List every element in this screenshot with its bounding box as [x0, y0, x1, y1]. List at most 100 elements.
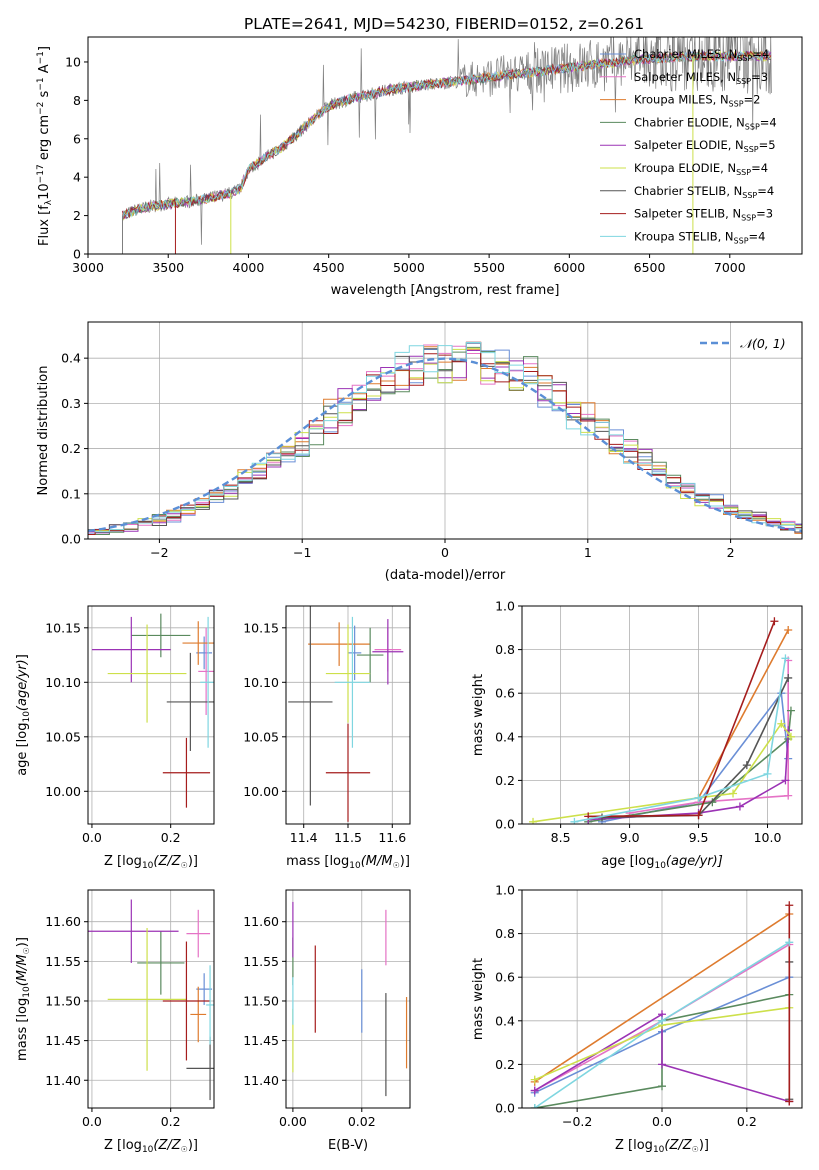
y-tick-label: 6 — [73, 131, 81, 146]
marker-kroupa-elodie — [530, 1075, 539, 1084]
y-tick-label: 11.45 — [243, 1033, 279, 1048]
histogram-kroupa-elodie — [88, 347, 802, 535]
error-bars — [88, 899, 214, 1101]
spectrum-panel: 3000 3500 4000 4500 5000 5500 6000 6500 7000 0 2 4 6… — [36, 36, 803, 298]
model-kroupa-stelib — [122, 50, 772, 221]
marker-salpeter-stelib — [785, 1097, 794, 1106]
axes-frame — [87, 36, 803, 255]
line-kroupa-miles — [697, 629, 789, 799]
x-axis-label: wavelength [Angstrom, rest frame] — [331, 283, 560, 298]
error-bars — [288, 606, 404, 822]
y-tick-label: 0.2 — [495, 1057, 515, 1072]
x-tick-label: 6500 — [634, 260, 666, 275]
y-tick-label: 1.0 — [495, 599, 515, 614]
legend-entry-salpeter-stelib: Salpeter STELIB, NSSP=3 — [634, 207, 773, 223]
x-tick-label: 0.02 — [348, 1114, 376, 1129]
marker-salpeter-elodie — [658, 1060, 666, 1069]
marker-kroupa-elodie — [729, 789, 738, 798]
marker-kroupa-elodie — [529, 817, 538, 824]
x-tick-label: 6000 — [553, 260, 585, 275]
marker-chabrier-stelib — [742, 761, 751, 770]
marker-salpeter-stelib — [785, 901, 794, 910]
y-tick-label: 0.0 — [61, 532, 81, 547]
x-axis-label: Z [log10(Z/Z☉)] — [615, 1138, 709, 1155]
x-tick-label: 5500 — [473, 260, 505, 275]
legend-entry-kroupa-miles: Kroupa MILES, NSSP=2 — [634, 93, 760, 109]
marker-salpeter-elodie — [735, 802, 744, 811]
legend: Chabrier MILES, NSSP=4 Salpeter MILES, NS… — [600, 47, 777, 245]
y-axis-label: age [log10(age/yr)] — [15, 654, 32, 776]
legend-entry-salpeter-miles: Salpeter MILES, NSSP=3 — [634, 70, 768, 86]
axes-frame — [87, 605, 215, 825]
mass-vs-Z-panel: 0.0 0.2 11.40 11.45 11.50 11.55 11.60 Z [log10(… — [15, 889, 215, 1155]
histogram-kroupa-stelib — [88, 342, 802, 533]
normal-curve — [88, 357, 802, 533]
marker-chabrier-elodie — [708, 798, 717, 807]
axes-frame — [521, 889, 803, 1109]
lines — [529, 617, 795, 824]
x-tick-label: 4000 — [233, 260, 265, 275]
marker-kroupa-stelib — [570, 817, 579, 824]
axes-frame — [285, 605, 411, 825]
x-tick-label: 5000 — [393, 260, 425, 275]
y-axis-label: mass weight — [471, 958, 486, 1040]
y-tick-label: 1.0 — [495, 883, 515, 898]
y-tick-label: 0.2 — [495, 773, 515, 788]
y-tick-label: 10.05 — [243, 729, 279, 744]
y-axis-label: Normed distribution — [36, 366, 51, 496]
legend-entry-kroupa-stelib: Kroupa STELIB, NSSP=4 — [634, 229, 765, 245]
y-tick-label: 0.4 — [495, 729, 515, 744]
x-axis-label: age [log10(age/yr)] — [601, 854, 723, 871]
x-tick-label: −2 — [150, 545, 168, 560]
y-tick-label: 11.55 — [45, 954, 81, 969]
error-bars — [91, 613, 214, 808]
age-vs-Z-panel: 0.0 0.2 10.00 10.05 10.10 10.15 Z [log10(Z/Z☉)… — [15, 605, 215, 871]
x-tick-label: 0.0 — [82, 1114, 102, 1129]
x-tick-label: 0.2 — [161, 1114, 181, 1129]
y-tick-label: 0.8 — [495, 642, 515, 657]
y-tick-label: 10.00 — [243, 784, 279, 799]
y-tick-label: 0 — [73, 247, 81, 262]
y-axis-label: Flux [fλ10−17 erg cm−2 s−1 A−1] — [36, 46, 54, 246]
marker-salpeter-elodie — [530, 1086, 539, 1095]
y-tick-label: 0.0 — [495, 1101, 515, 1116]
marker-kroupa-stelib — [694, 793, 703, 802]
y-tick-label: 0.4 — [495, 1013, 515, 1028]
y-tick-label: 10.10 — [45, 675, 81, 690]
y-axis-label: mass [log10(M/M☉)] — [15, 937, 32, 1061]
y-axis-label: mass weight — [471, 674, 486, 756]
x-tick-label: 8.5 — [551, 830, 571, 845]
line-salpeter-stelib — [588, 621, 776, 818]
lines — [530, 901, 794, 1108]
x-tick-label: 0.2 — [737, 1114, 757, 1129]
y-tick-label: 0.2 — [61, 441, 81, 456]
y-tick-label: 10.15 — [243, 620, 279, 635]
marker-kroupa-elodie — [777, 719, 786, 728]
marker-kroupa-stelib — [658, 1016, 666, 1025]
marker-kroupa-stelib — [530, 1104, 539, 1108]
legend-entry-chabrier-miles: Chabrier MILES, NSSP=4 — [634, 47, 769, 63]
line-kroupa-miles — [534, 913, 790, 1083]
x-tick-label: 0.0 — [652, 1114, 672, 1129]
marker-chabrier-stelib — [784, 673, 793, 682]
x-axis-label: Z [log10(Z/Z☉)] — [104, 854, 198, 871]
y-tick-label: 11.55 — [243, 954, 279, 969]
y-tick-label: 11.40 — [243, 1073, 279, 1088]
mass-weight-vs-Z-panel: −0.2 0.0 0.2 0.0 0.2 0.4 0.6 0.8 1.0 Z [log10(Z/Z… — [471, 883, 803, 1155]
residuals-panel: −2 −1 0 1 2 0.0 0.1 0.2 0.3 0.4 (data-model)/error… — [36, 321, 803, 583]
marker-kroupa-elodie — [786, 732, 795, 741]
y-tick-label: 10.10 — [243, 675, 279, 690]
legend-entry-normal: 𝒩(0, 1) — [740, 336, 786, 351]
y-tick-label: 0.4 — [61, 351, 81, 366]
y-tick-label: 4 — [73, 170, 81, 185]
y-tick-label: 11.50 — [243, 993, 279, 1008]
histogram-salpeter-miles — [88, 344, 802, 533]
marker-salpeter-stelib — [694, 811, 703, 820]
marker-salpeter-elodie — [781, 776, 790, 785]
x-axis-label: Z [log10(Z/Z☉)] — [104, 1138, 198, 1155]
y-tick-label: 8 — [73, 93, 81, 108]
x-tick-label: 11.5 — [334, 830, 362, 845]
legend-entry-chabrier-stelib: Chabrier STELIB, NSSP=4 — [634, 184, 774, 200]
y-tick-label: 11.60 — [243, 914, 279, 929]
